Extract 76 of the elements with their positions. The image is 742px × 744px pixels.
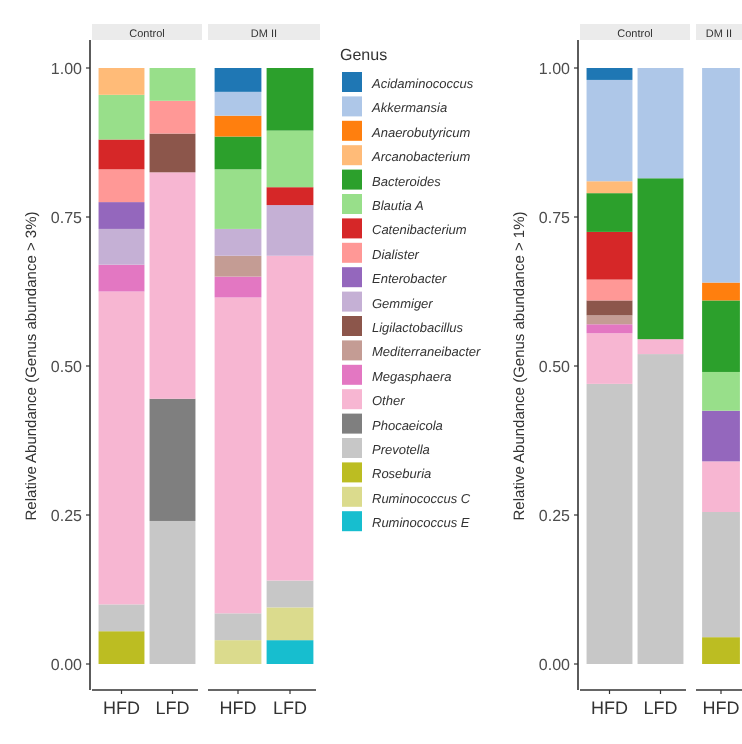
y-tick-label: 0.75 <box>50 208 84 227</box>
bar <box>266 130 314 188</box>
bar <box>149 172 196 399</box>
bar <box>214 136 262 170</box>
bar <box>266 205 314 256</box>
bar <box>266 68 314 131</box>
x-tick-label: LFD <box>643 698 679 718</box>
bar <box>586 79 633 182</box>
y-tick-label: 0.00 <box>538 655 572 674</box>
bar <box>586 231 633 280</box>
bar <box>702 512 740 638</box>
bar <box>702 637 740 664</box>
bar <box>149 520 196 664</box>
bar <box>214 640 262 664</box>
bar <box>586 68 633 80</box>
x-tick-label: LFD <box>155 698 191 718</box>
bar <box>149 68 196 101</box>
bar <box>702 461 740 513</box>
bar <box>214 276 262 298</box>
bar <box>214 255 262 277</box>
bar <box>586 383 633 664</box>
y-tick-label: 0.75 <box>538 208 572 227</box>
x-tick-label: HFD <box>103 698 141 718</box>
bar <box>214 169 262 229</box>
bar <box>586 300 633 316</box>
bar <box>98 94 145 140</box>
bar <box>98 604 145 632</box>
bar <box>702 410 740 462</box>
bar <box>214 115 262 137</box>
bar <box>702 300 740 372</box>
bar <box>98 228 145 265</box>
x-tick-label: LFD <box>272 698 308 718</box>
bar <box>98 291 145 605</box>
bar <box>98 631 145 664</box>
bar <box>266 640 314 664</box>
bar <box>586 279 633 301</box>
x-tick-label: HFD <box>702 698 741 718</box>
bar <box>586 193 633 232</box>
bar <box>702 371 740 411</box>
legend-title: Genus <box>340 46 388 64</box>
bar <box>702 68 740 283</box>
bar <box>98 139 145 170</box>
bar <box>98 264 145 292</box>
bar <box>214 68 262 92</box>
bar <box>98 68 145 95</box>
bar <box>586 181 633 194</box>
y-tick-label: 1.00 <box>50 59 84 78</box>
y-tick-label: 1.00 <box>538 59 572 78</box>
bar <box>98 202 145 229</box>
bar <box>214 613 262 641</box>
bar <box>266 580 314 608</box>
bar <box>637 178 684 340</box>
y-tick-label: 0.50 <box>50 357 84 376</box>
y-tick-label: 0.25 <box>538 506 572 525</box>
bar <box>266 607 314 641</box>
bar <box>266 187 314 206</box>
y-tick-label: 0.00 <box>50 655 84 674</box>
y-tick-label: 0.50 <box>538 357 572 376</box>
bar <box>637 339 684 355</box>
bar <box>637 68 684 179</box>
x-tick-label: HFD <box>591 698 629 718</box>
bar <box>586 324 633 334</box>
bar <box>702 282 740 301</box>
bar <box>214 297 262 614</box>
bar <box>266 255 314 581</box>
y-tick-label: 0.25 <box>50 506 84 525</box>
bar <box>149 100 196 134</box>
bar <box>149 398 196 521</box>
bar <box>149 133 196 173</box>
bar <box>214 91 262 116</box>
bar <box>637 354 684 664</box>
bar <box>214 228 262 256</box>
bar <box>586 333 633 384</box>
bar <box>586 315 633 325</box>
bar <box>98 169 145 203</box>
x-tick-label: HFD <box>219 698 258 718</box>
